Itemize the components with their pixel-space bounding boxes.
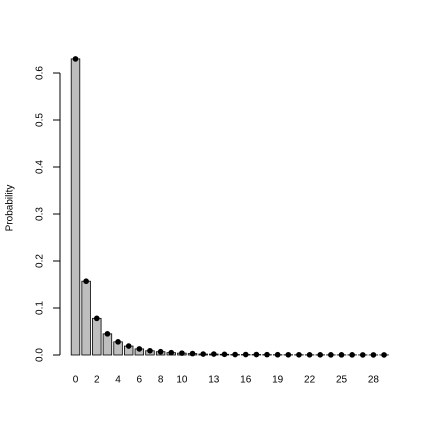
point bbox=[232, 351, 238, 358]
point bbox=[285, 351, 292, 358]
y-tick-label: 0.4 bbox=[35, 160, 46, 174]
point bbox=[125, 343, 132, 349]
point bbox=[221, 351, 228, 358]
point bbox=[274, 351, 281, 358]
bar bbox=[102, 333, 113, 356]
point bbox=[253, 351, 260, 358]
point bbox=[370, 352, 377, 358]
point bbox=[359, 352, 366, 358]
point bbox=[72, 56, 79, 62]
point bbox=[306, 352, 313, 358]
x-tick-label: 10 bbox=[176, 375, 188, 386]
x-tick-label: 28 bbox=[368, 375, 380, 386]
bar bbox=[92, 317, 102, 356]
point bbox=[200, 351, 206, 357]
point bbox=[349, 352, 355, 358]
point bbox=[189, 350, 196, 357]
point bbox=[115, 339, 121, 345]
point bbox=[381, 352, 387, 358]
y-tick-label: 0.6 bbox=[35, 66, 46, 80]
point bbox=[317, 352, 324, 358]
x-tick-label: 2 bbox=[94, 375, 100, 386]
y-tick-label: 0.2 bbox=[35, 254, 46, 268]
point bbox=[147, 347, 153, 354]
y-tick-label: 0.0 bbox=[35, 348, 46, 362]
point bbox=[93, 315, 100, 322]
x-tick-label: 25 bbox=[336, 375, 348, 386]
point bbox=[104, 331, 111, 337]
point bbox=[168, 349, 175, 356]
point bbox=[179, 350, 185, 356]
x-tick-label: 0 bbox=[73, 375, 79, 386]
x-tick-label: 6 bbox=[137, 375, 143, 386]
x-tick-label: 13 bbox=[208, 375, 220, 386]
y-tick-label: 0.3 bbox=[35, 207, 46, 221]
bar bbox=[70, 58, 81, 356]
x-tick-label: 19 bbox=[272, 375, 284, 386]
point bbox=[264, 351, 270, 358]
x-tick-label: 22 bbox=[304, 375, 316, 386]
point bbox=[242, 351, 249, 358]
point bbox=[328, 352, 334, 358]
x-tick-label: 16 bbox=[240, 375, 252, 386]
bar bbox=[81, 280, 91, 356]
point bbox=[136, 346, 143, 352]
point bbox=[338, 352, 345, 358]
point bbox=[157, 348, 164, 355]
x-tick-label: 4 bbox=[115, 375, 121, 386]
y-tick-label: 0.1 bbox=[35, 301, 46, 315]
y-tick-label: 0.5 bbox=[35, 113, 46, 127]
x-tick-label: 8 bbox=[158, 375, 164, 386]
point bbox=[83, 278, 89, 285]
y-axis-label: Probability bbox=[5, 185, 16, 232]
point bbox=[296, 351, 302, 358]
point bbox=[211, 351, 217, 357]
